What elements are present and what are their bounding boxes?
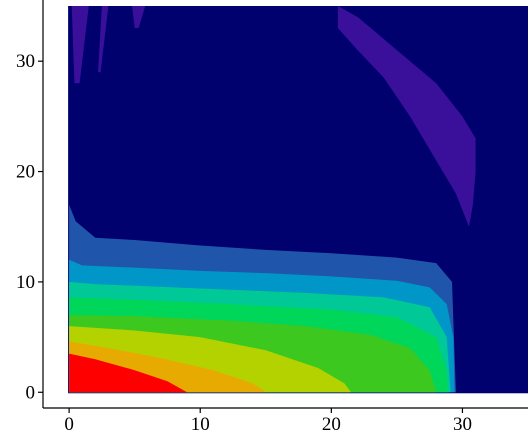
- streak-region-4: [337, 6, 476, 227]
- contour-band-level-8: [69, 353, 188, 393]
- y-tick-label: 0: [26, 382, 36, 403]
- y-tick-label: 30: [16, 51, 35, 72]
- streak-region-2: [98, 6, 109, 73]
- streak-region-3: [132, 6, 146, 29]
- plot-area: [56, 6, 528, 400]
- x-tick-label: 20: [322, 414, 341, 435]
- left-strip: [56, 6, 69, 400]
- x-tick-label: 10: [191, 414, 210, 435]
- y-tick-label: 20: [16, 162, 35, 183]
- y-tick-label: 10: [16, 272, 35, 293]
- axes: 0 10 20 30 0 10 20 30: [16, 0, 528, 435]
- x-tick-label: 30: [453, 414, 472, 435]
- streak-region-1: [71, 6, 89, 84]
- x-tick-label: 0: [64, 414, 74, 435]
- baseline-strip: [56, 393, 528, 400]
